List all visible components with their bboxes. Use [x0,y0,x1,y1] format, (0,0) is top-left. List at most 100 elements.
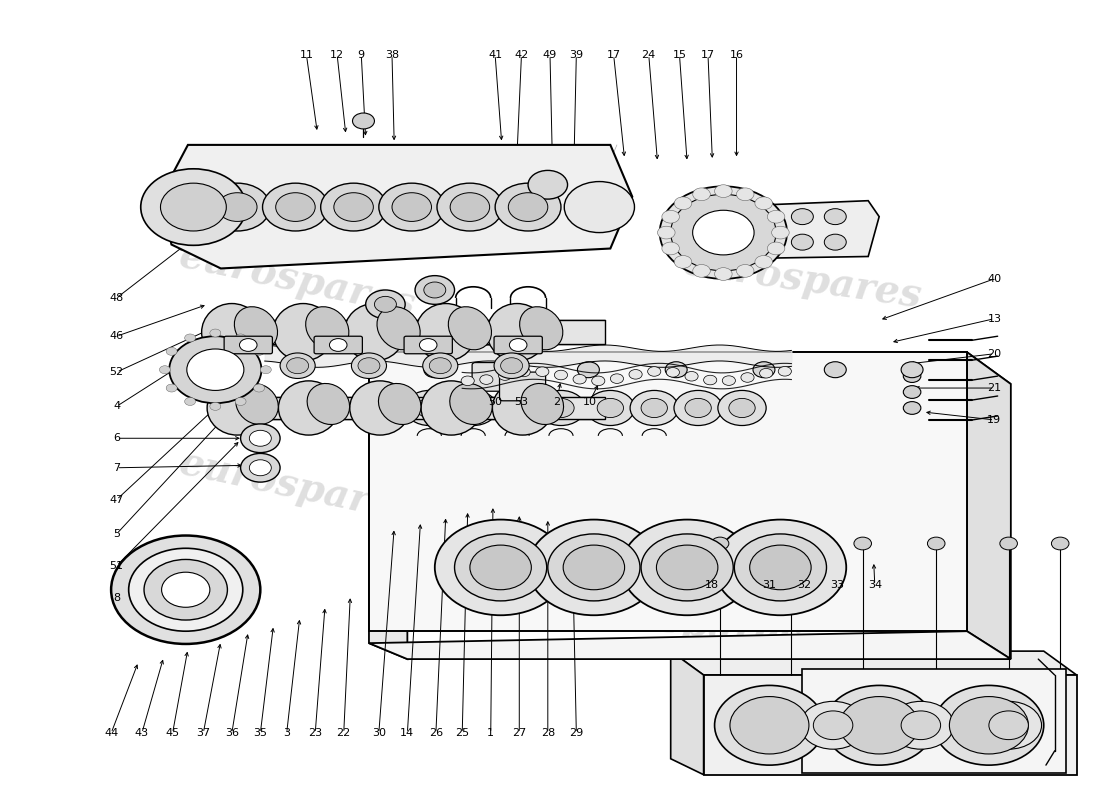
Text: 12: 12 [330,50,344,60]
Polygon shape [368,352,967,631]
Ellipse shape [377,306,420,350]
Text: 10: 10 [583,397,596,406]
Circle shape [563,545,625,590]
Circle shape [791,209,813,225]
Text: 4: 4 [113,402,120,411]
Circle shape [736,265,754,278]
Polygon shape [671,651,1077,675]
Circle shape [461,376,474,386]
Text: 1: 1 [487,728,494,738]
Circle shape [641,398,668,418]
Circle shape [693,188,711,201]
Circle shape [658,226,675,239]
Bar [221,320,605,344]
Circle shape [495,183,561,231]
Text: 17: 17 [701,50,715,60]
Text: 8: 8 [113,593,120,602]
Circle shape [704,375,717,385]
Circle shape [250,430,272,446]
Circle shape [437,183,503,231]
Circle shape [333,193,373,222]
Text: 33: 33 [830,580,845,590]
Circle shape [976,702,1042,749]
Text: eurospares: eurospares [560,588,803,658]
Circle shape [760,369,772,378]
Circle shape [419,338,437,351]
Circle shape [141,169,246,246]
Text: 3: 3 [283,728,290,738]
Circle shape [416,398,442,418]
Circle shape [378,183,444,231]
Circle shape [166,347,177,355]
Circle shape [715,686,824,765]
Circle shape [671,194,776,271]
Text: 47: 47 [110,494,123,505]
Circle shape [824,234,846,250]
Circle shape [166,384,177,392]
Circle shape [685,371,698,381]
Ellipse shape [449,306,492,350]
Text: 37: 37 [196,728,210,738]
Circle shape [564,182,635,233]
Text: 40: 40 [988,274,1001,284]
Circle shape [480,375,493,384]
Circle shape [169,336,262,403]
Circle shape [662,210,680,223]
Ellipse shape [487,303,548,361]
Circle shape [528,519,660,615]
Circle shape [185,398,196,406]
Circle shape [161,183,227,231]
Circle shape [424,362,446,378]
Text: 28: 28 [541,728,554,738]
Circle shape [662,242,680,255]
Circle shape [365,290,405,318]
Circle shape [261,366,272,374]
Circle shape [903,386,921,398]
Circle shape [280,353,316,378]
Circle shape [240,338,257,351]
Text: 49: 49 [543,50,557,60]
Ellipse shape [235,383,278,425]
Circle shape [621,519,754,615]
Ellipse shape [307,383,350,425]
Text: 42: 42 [515,50,529,60]
Circle shape [537,390,585,426]
Text: 52: 52 [110,367,123,377]
Circle shape [578,362,600,378]
Circle shape [778,366,791,376]
Polygon shape [759,201,879,258]
Polygon shape [704,675,1077,774]
Ellipse shape [278,381,339,435]
Text: 5: 5 [113,529,120,539]
Text: eurospares: eurospares [176,237,419,324]
Circle shape [548,534,640,601]
Text: 22: 22 [337,728,351,738]
Circle shape [715,268,733,281]
Circle shape [888,702,954,749]
FancyBboxPatch shape [404,336,452,354]
Text: eurospares: eurospares [681,245,924,316]
Circle shape [450,193,490,222]
Circle shape [321,183,386,231]
Circle shape [674,197,692,210]
Circle shape [500,358,522,374]
Circle shape [813,711,852,740]
FancyBboxPatch shape [472,362,518,391]
Circle shape [718,390,767,426]
Circle shape [754,362,774,378]
Circle shape [901,711,940,740]
Circle shape [554,370,568,380]
Circle shape [144,559,228,620]
Polygon shape [161,145,632,269]
Circle shape [241,424,280,453]
Text: 27: 27 [513,728,527,738]
Circle shape [685,398,712,418]
Ellipse shape [521,383,563,425]
Circle shape [730,697,808,754]
Polygon shape [967,352,1011,659]
Circle shape [498,370,512,380]
Text: 24: 24 [641,50,656,60]
Circle shape [629,370,642,379]
Text: 14: 14 [400,728,415,738]
Text: 48: 48 [110,293,123,303]
